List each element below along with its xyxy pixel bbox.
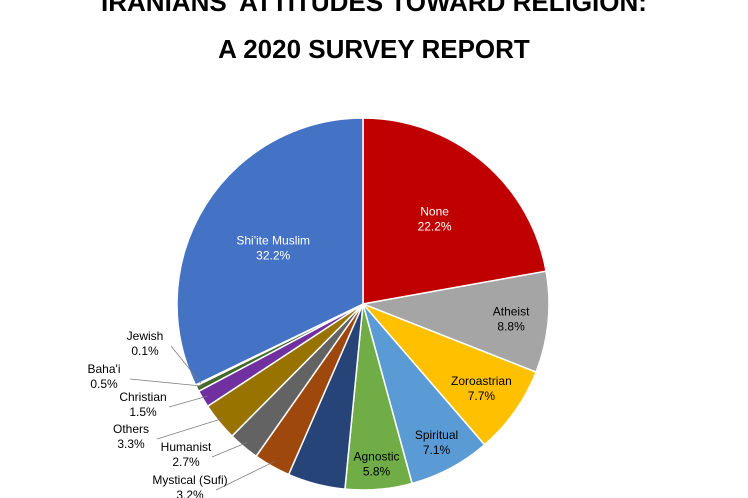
slice-label-spiritual: Spiritual (415, 428, 458, 442)
slice-value-spiritual: 7.1% (423, 443, 451, 457)
slice-value-none: 22.2% (418, 219, 452, 233)
slice-value-christian: 1.5% (129, 405, 157, 419)
leader-line-mystical-sufi (215, 460, 275, 491)
leader-line-others (156, 417, 224, 440)
pie-slice-shi-ite-muslim (176, 117, 364, 386)
slice-label-none: None (420, 204, 449, 218)
slice-label-others: Others (113, 422, 149, 436)
slice-label-baha-i: Baha'i (88, 362, 121, 376)
slice-label-jewish: Jewish (127, 329, 164, 343)
slice-label-humanist: Humanist (161, 440, 212, 454)
chart-title-line-2: A 2020 SURVEY REPORT (218, 34, 530, 64)
leader-line-baha-i (129, 378, 203, 387)
slice-label-shi-ite-muslim: Shi'ite Muslim (236, 234, 310, 248)
pie-slice-atheist (360, 270, 550, 374)
slice-label-christian: Christian (119, 390, 166, 404)
pie-slice-none (362, 117, 547, 305)
slice-value-baha-i: 0.5% (90, 377, 118, 391)
slice-label-atheist: Atheist (493, 305, 530, 319)
slice-value-mystical-sufi: 3.2% (176, 488, 204, 498)
slice-label-mystical-sufi: Mystical (Sufi) (152, 473, 227, 487)
slice-label-agnostic: Agnostic (353, 449, 399, 463)
slice-value-atheist: 8.8% (497, 320, 525, 334)
leader-line-jewish (170, 345, 202, 384)
leader-line-christian (168, 395, 208, 408)
leader-line-humanist (211, 442, 248, 458)
slice-value-zoroastrian: 7.7% (468, 389, 496, 403)
slice-value-agnostic: 5.8% (363, 464, 391, 478)
slice-value-shi-ite-muslim: 32.2% (256, 249, 290, 263)
slice-value-jewish: 0.1% (131, 344, 159, 358)
slice-value-others: 3.3% (117, 437, 145, 451)
slice-value-humanist: 2.7% (172, 455, 200, 469)
slice-label-zoroastrian: Zoroastrian (451, 374, 512, 388)
chart-title-line-1: IRANIANS' ATTITUDES TOWARD RELIGION: (101, 0, 647, 17)
